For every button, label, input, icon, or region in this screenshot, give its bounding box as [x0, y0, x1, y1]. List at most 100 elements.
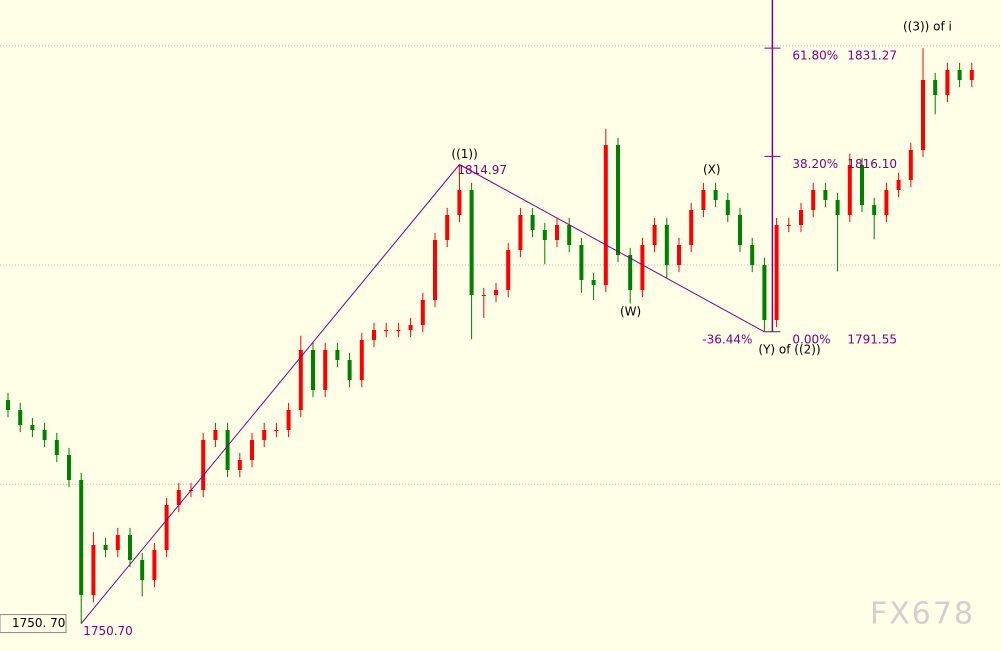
wave-label: ((3)) of i: [903, 20, 952, 34]
candle-body: [640, 245, 645, 290]
fib-price: 1831.27: [847, 49, 897, 63]
candle-body: [237, 460, 242, 470]
candle-body: [884, 190, 889, 215]
candle-body: [957, 70, 962, 80]
fib-price: 1791.55: [847, 332, 897, 346]
candle-body: [481, 295, 486, 296]
candle-body: [384, 330, 389, 331]
candle-body: [372, 330, 376, 340]
price-tag: 1750. 70: [12, 616, 65, 630]
candle-body: [298, 350, 303, 410]
candle-body: [567, 225, 572, 245]
candle-body: [847, 165, 852, 215]
candle-body: [738, 215, 742, 245]
pivot-value: 1814.97: [457, 163, 507, 177]
candle-body: [506, 250, 511, 290]
candle-body: [786, 225, 791, 226]
candle-body: [201, 440, 206, 490]
candle-body: [933, 80, 938, 95]
wave-label: (Y) of ((2)): [758, 342, 820, 356]
candle-body: [445, 215, 450, 240]
candle-body: [115, 535, 120, 550]
candle-body: [677, 245, 681, 265]
candle-body: [762, 265, 767, 320]
fib-pct: 38.20%: [792, 157, 838, 171]
candle-body: [323, 350, 328, 390]
candle-body: [628, 255, 633, 290]
candle-body: [701, 190, 706, 210]
candle-body: [518, 215, 523, 250]
candle-body: [457, 190, 462, 215]
candle-body: [140, 560, 145, 580]
candle-body: [42, 430, 47, 440]
candle-body: [860, 165, 864, 205]
candle-body: [555, 225, 559, 240]
candle-body: [689, 210, 694, 245]
candle-body: [54, 440, 59, 455]
wave-label: (W): [620, 305, 641, 319]
candle-body: [250, 440, 254, 460]
candle-body: [79, 480, 84, 595]
price-tag-box: [0, 614, 67, 634]
candle-body: [311, 350, 315, 390]
candle-body: [872, 205, 877, 215]
candle-body: [103, 545, 108, 550]
candle-body: [347, 360, 352, 380]
candle-body: [969, 70, 974, 80]
candle-body: [664, 225, 669, 265]
wave-label: (X): [703, 163, 721, 177]
candle-body: [213, 430, 218, 440]
candle-body: [262, 430, 267, 440]
candle-body: [396, 330, 401, 331]
candle-body: [176, 490, 181, 505]
candle-body: [725, 200, 730, 215]
candle-body: [811, 190, 816, 210]
candle-body: [469, 190, 474, 295]
candle-body: [530, 215, 535, 230]
candle-body: [603, 145, 608, 285]
candle-body: [908, 150, 913, 180]
candle-body: [225, 430, 230, 470]
candle-body: [30, 425, 35, 430]
candle-body: [433, 240, 437, 300]
candle-body: [591, 280, 596, 285]
fib-price: 1816.10: [847, 157, 897, 171]
candle-body: [921, 80, 925, 150]
candle-body: [18, 410, 23, 425]
candle-body: [896, 180, 901, 190]
candle-body: [945, 70, 950, 95]
candle-body: [408, 325, 413, 330]
wave-line: [80, 164, 460, 624]
candle-body: [799, 210, 803, 225]
pivot-pct: -36.44%: [702, 332, 752, 346]
pivot-value: 1750.70: [83, 624, 133, 638]
fib-pct: 61.80%: [792, 49, 838, 63]
candle-body: [420, 300, 425, 325]
candle-body: [335, 350, 340, 360]
wave-line: [459, 164, 765, 333]
candle-body: [91, 545, 96, 595]
candle-body: [542, 230, 547, 240]
candle-body: [652, 225, 657, 245]
candle-body: [713, 190, 718, 200]
candle-body: [774, 225, 779, 320]
candle-body: [274, 430, 279, 431]
candle-body: [6, 400, 10, 410]
candle-body: [359, 340, 364, 380]
candle-body: [616, 145, 620, 255]
candle-body: [128, 535, 132, 560]
candle-body: [579, 245, 584, 280]
candle-body: [67, 455, 71, 480]
candle-body: [152, 550, 157, 580]
candle-body: [494, 290, 498, 295]
candle-body: [286, 410, 291, 430]
candle-body: [750, 245, 755, 265]
candle-body: [835, 200, 840, 215]
watermark: FX678: [870, 597, 975, 632]
wave-label: ((1)): [451, 147, 477, 161]
fib-pct: 0.00%: [792, 332, 830, 346]
candle-body: [823, 190, 828, 200]
